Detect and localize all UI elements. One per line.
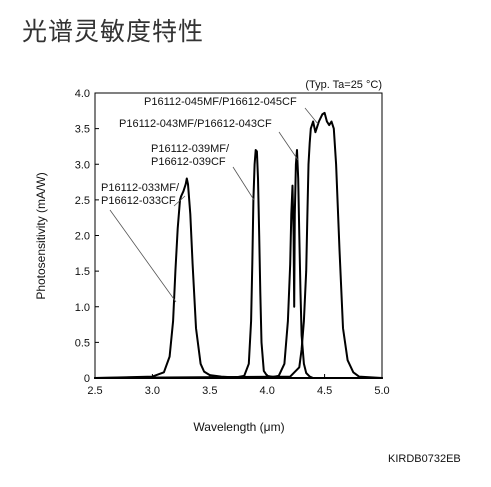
series-label-2: P16612-039CF bbox=[151, 156, 226, 168]
y-tick-label: 3.5 bbox=[75, 124, 90, 136]
document-code: KIRDB0732EB bbox=[388, 453, 461, 465]
x-tick-label: 4.0 bbox=[260, 385, 275, 397]
x-tick-label: 4.5 bbox=[317, 385, 332, 397]
series-leader-line-4 bbox=[304, 107, 319, 125]
series-line-2 bbox=[94, 149, 383, 379]
y-tick-label: 1.5 bbox=[75, 266, 90, 278]
series-leader-line-1 bbox=[109, 209, 177, 303]
series-leader-line-3 bbox=[278, 131, 299, 161]
series-line-4 bbox=[94, 111, 383, 379]
series-label-2: P16112-039MF/ bbox=[151, 143, 230, 155]
series-line-1 bbox=[94, 177, 383, 379]
y-axis-label: Photosensitivity (mA/W) bbox=[34, 172, 48, 299]
y-tick-label: 1.0 bbox=[75, 302, 90, 314]
y-tick-label: 2.0 bbox=[75, 231, 90, 243]
series-label-3: P16112-043MF/P16612-043CF bbox=[119, 118, 272, 130]
y-tick-label: 0 bbox=[84, 373, 90, 385]
y-tick-label: 3.0 bbox=[75, 159, 90, 171]
series-label-1: P16112-033MF/ bbox=[101, 182, 180, 194]
page-title: 光谱灵敏度特性 bbox=[22, 17, 205, 46]
x-tick-label: 2.5 bbox=[87, 385, 102, 397]
series-label-1: P16612-033CF bbox=[101, 195, 176, 207]
y-tick-label: 4.0 bbox=[75, 88, 90, 100]
series-leader-line-2 bbox=[232, 166, 255, 201]
x-tick-label: 5.0 bbox=[374, 385, 389, 397]
series-leader-line-1 bbox=[173, 195, 186, 207]
series-line-3 bbox=[94, 149, 383, 379]
series-label-4: P16112-045MF/P16612-045CF bbox=[144, 96, 297, 108]
y-tick-label: 2.5 bbox=[75, 195, 90, 207]
x-axis-label: Wavelength (μm) bbox=[193, 420, 284, 434]
y-tick-label: 0.5 bbox=[75, 337, 90, 349]
conditions-annotation: (Typ. Ta=25 °C) bbox=[305, 79, 382, 91]
x-tick-label: 3.5 bbox=[202, 385, 217, 397]
x-tick-label: 3.0 bbox=[145, 385, 160, 397]
